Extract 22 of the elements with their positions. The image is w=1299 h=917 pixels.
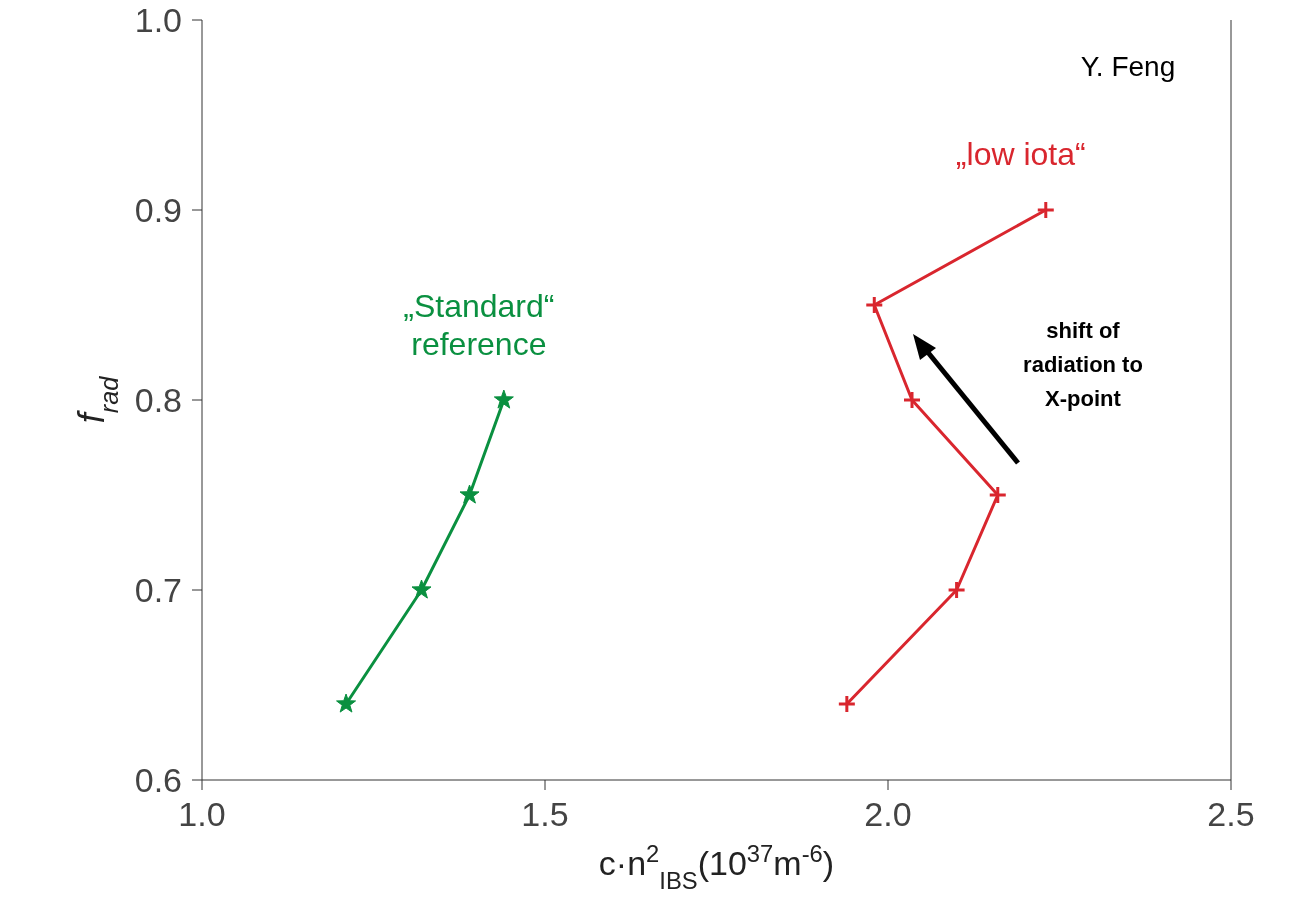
point [864,295,884,315]
point [988,485,1008,505]
point [336,693,357,713]
point [837,694,857,714]
annotation: shift of radiation to X-point [1023,318,1143,411]
y-tick-label: 1.0 [134,1,182,40]
x-tick-label: 1.5 [521,795,569,834]
point [493,389,514,409]
x-tick-label: 2.5 [1207,795,1255,834]
point [459,484,480,504]
point [411,579,432,599]
point [902,390,922,410]
y-tick-label: 0.7 [134,571,182,610]
y-tick-label: 0.9 [134,191,182,230]
x-tick-label: 2.0 [864,795,912,834]
x-axis-title: c·n$^{2}$$_{IBS}$(10$^{37}$m$^{-6}$) [598,839,835,894]
series-label: „Standard“ reference [403,288,555,362]
series-label: „low iota“ [955,136,1086,172]
point [1036,200,1056,220]
point [947,580,967,600]
y-tick-label: 0.8 [134,381,182,420]
annotation: Y. Feng [1080,51,1176,82]
